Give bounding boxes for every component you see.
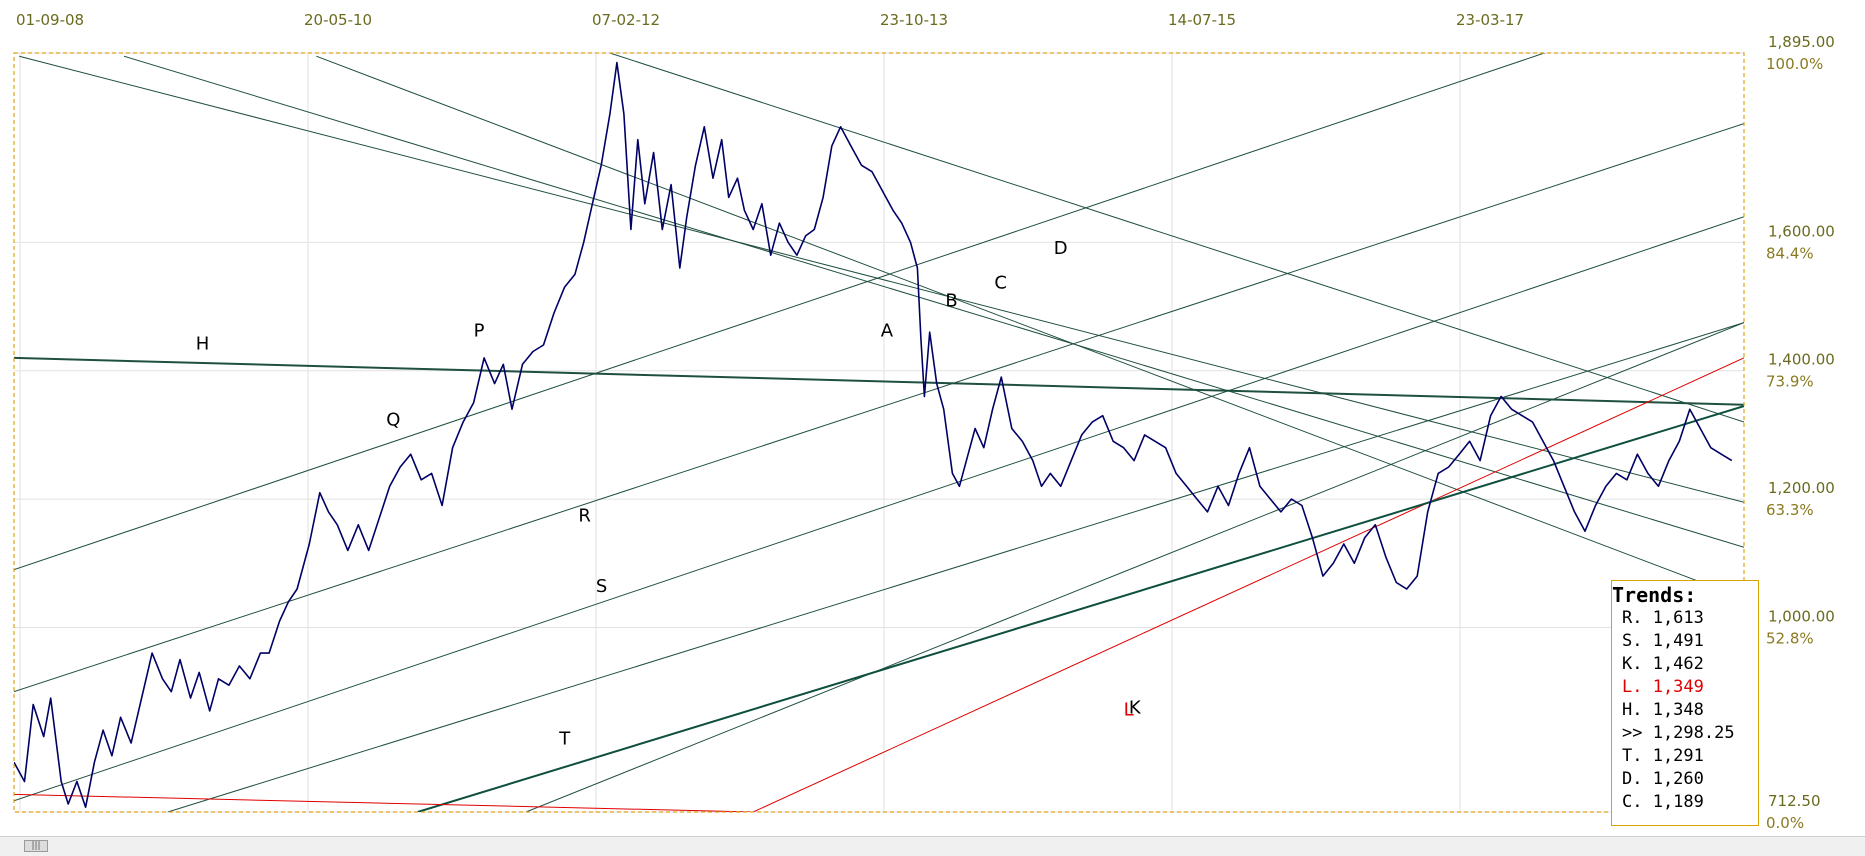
trendline-label-h: H [196,334,210,355]
trendlines [14,53,1744,812]
price-series [14,61,1733,808]
trendline-h [14,356,1744,406]
trendline-label-a: A [881,321,894,342]
y-tick-price: 1,400.00 [1768,351,1835,369]
scrollbar-thumb[interactable]: ||| [24,840,48,852]
x-tick-label: 14-07-15 [1168,11,1236,29]
price-line-0 [14,61,1733,808]
trendline-label-t: T [558,728,571,749]
legend-row: C. 1,189 [1622,792,1704,812]
y-tick-price: 1,600.00 [1768,222,1835,240]
horizontal-scrollbar[interactable]: ||| [0,836,1865,856]
y-tick-percent: 63.3% [1766,501,1814,519]
legend-row: D. 1,260 [1622,769,1704,789]
trendline-a [19,55,1744,503]
trendline-p [14,53,1546,571]
trendline-labels: A B C D H KL T P Q R S [196,238,1142,749]
x-axis-ticks: 01-09-08 20-05-10 07-02-12 23-10-13 14-07-15… [16,11,1524,29]
legend-row: H. 1,348 [1622,700,1704,720]
trendline-c [316,55,1744,600]
plot-border [13,52,1745,813]
legend-title: Trends: [1612,583,1697,607]
trendline-label-p: P [474,321,485,342]
trendline-d [609,53,1744,423]
trendline-b [123,55,1744,548]
y-tick-percent: 73.9% [1766,373,1814,391]
y-tick-price: 1,200.00 [1768,479,1835,497]
x-tick-label: 01-09-08 [16,11,84,29]
trendline-label-b: B [945,291,957,312]
y-axis-ticks: 1,895.00 100.0% 1,600.00 84.4% 1,400.00 73.9%… [1766,33,1835,832]
legend-row: R. 1,613 [1622,608,1704,628]
x-tick-label: 20-05-10 [304,11,372,29]
x-tick-label: 07-02-12 [592,11,660,29]
trendline-base-12 [14,793,754,812]
trendline-l [752,357,1744,812]
grid [14,52,1744,813]
trendline-label-r: R [578,506,591,527]
legend-row: L. 1,349 [1622,677,1704,697]
trendline-label-d: D [1054,238,1068,259]
x-tick-label: 23-03-17 [1456,11,1524,29]
legend-row: >> 1,298.25 [1622,723,1735,743]
chart: 01-09-08 20-05-10 07-02-12 23-10-13 14-07-15… [13,11,1835,832]
trendline-k [525,322,1744,812]
trendline-label-l: L [1124,699,1134,720]
x-tick-label: 23-10-13 [880,11,948,29]
y-tick-price: 1,000.00 [1768,607,1835,625]
trendline-label-s: S [596,576,607,597]
legend-row: T. 1,291 [1622,746,1704,766]
trendline-t [417,405,1744,812]
y-tick-percent: 52.8% [1766,629,1814,647]
trendline-label-q: Q [386,409,400,430]
trendline-label-k: K [1129,697,1142,718]
y-tick-percent: 84.4% [1766,244,1814,262]
trendline-q [14,123,1744,693]
y-tick-percent: 100.0% [1766,55,1823,73]
legend-row: K. 1,462 [1622,654,1704,674]
y-tick-price: 1,895.00 [1768,33,1835,51]
trendline-r [14,216,1744,802]
trendline-s [167,322,1744,812]
trendline-label-c: C [994,273,1007,294]
trends-legend: Trends: R. 1,613 S. 1,491 K. 1,462 L. 1,349… [1611,580,1759,826]
legend-row: S. 1,491 [1622,631,1704,651]
plot-frame [13,52,1745,813]
y-tick-percent: 0.0% [1766,814,1804,832]
y-tick-price: 712.50 [1768,792,1821,810]
legend-rows: R. 1,613 S. 1,491 K. 1,462 L. 1,349 H. 1,348… [1612,607,1758,814]
